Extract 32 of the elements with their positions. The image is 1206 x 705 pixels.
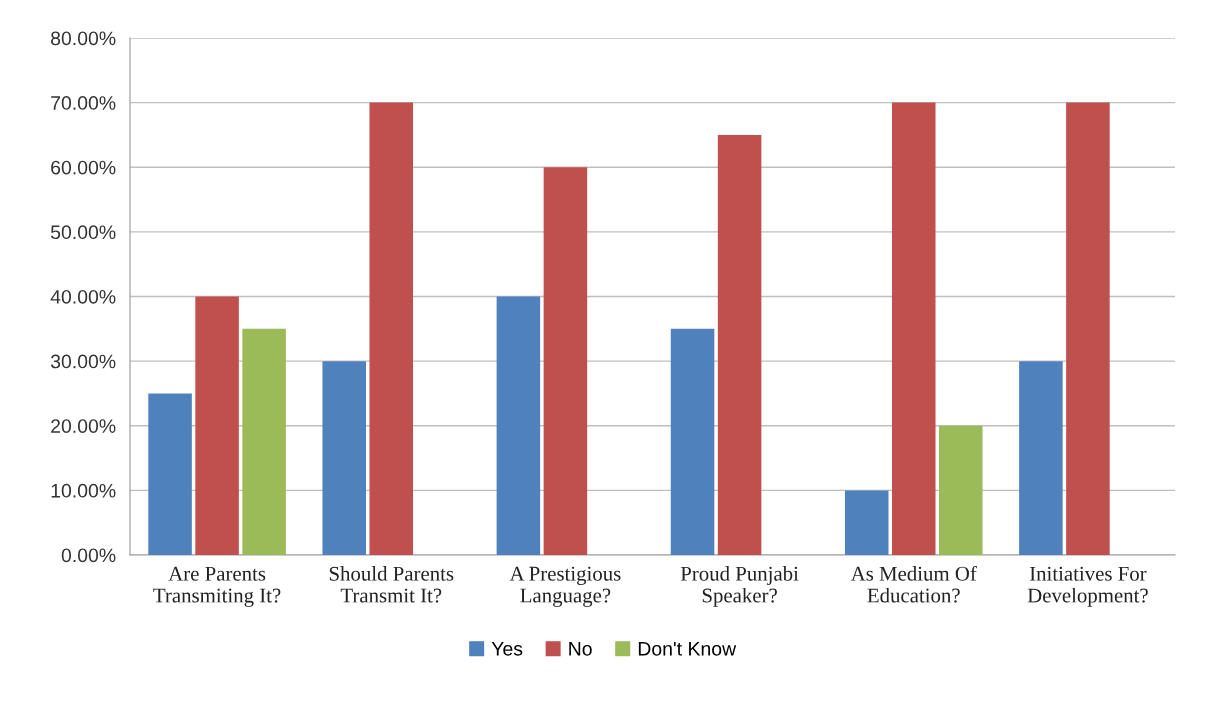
bar — [1066, 102, 1110, 555]
y-tick-label: 70.00% — [51, 96, 116, 110]
x-tick-label: Initiatives For Development? — [1027, 566, 1148, 607]
bar — [543, 167, 588, 555]
bar — [717, 134, 762, 555]
bar — [322, 361, 366, 555]
legend-label: Don't Know — [638, 642, 737, 656]
x-tick-label: Should Parents Transmit It? — [329, 566, 454, 603]
x-tick-label: As Medium Of Education? — [850, 565, 977, 603]
y-tick-label: 80.00% — [51, 31, 116, 46]
y-tick-label: 20.00% — [51, 419, 116, 433]
x-tick-label: Are Parents Transmiting It? — [153, 566, 281, 607]
bar — [1019, 361, 1063, 555]
bar — [891, 102, 936, 555]
x-tick-label: Proud Punjabi Speaker? — [680, 566, 799, 607]
bar — [148, 393, 192, 555]
bar — [242, 328, 286, 555]
bar — [195, 296, 239, 555]
bar — [670, 328, 715, 555]
y-tick-label: 60.00% — [51, 160, 116, 175]
y-tick-label: 40.00% — [50, 289, 116, 304]
bar — [844, 490, 889, 555]
y-tick-label: 50.00% — [50, 225, 116, 240]
bar — [369, 102, 414, 555]
x-tick-label: A Prestigious Language? — [509, 566, 621, 607]
y-tick-label: 10.00% — [51, 483, 116, 498]
y-tick-label: 30.00% — [50, 354, 116, 369]
bar — [939, 425, 983, 555]
legend-label: Yes — [491, 642, 523, 656]
y-tick-label: 0.00% — [61, 548, 116, 563]
legend-label: No — [569, 642, 592, 656]
bar — [496, 296, 541, 555]
